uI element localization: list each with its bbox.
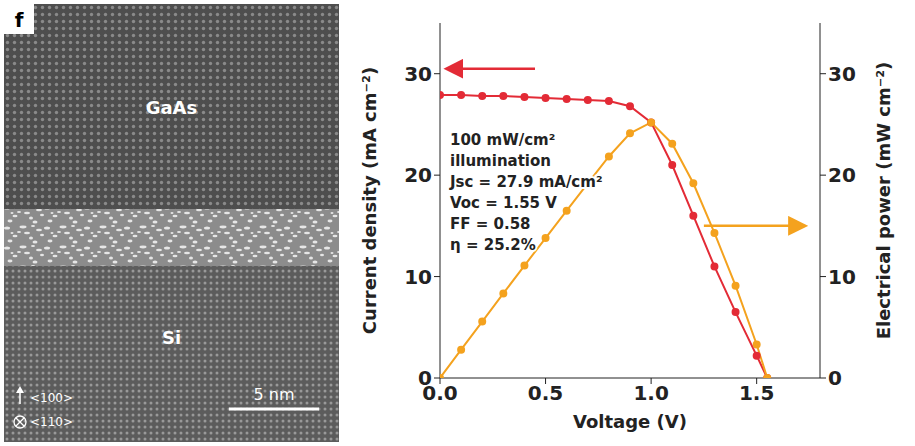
svg-text:100 mW/cm²: 100 mW/cm² xyxy=(450,131,555,149)
svg-text:Si: Si xyxy=(162,327,181,348)
svg-text:Current density (mA cm⁻²): Current density (mA cm⁻²) xyxy=(359,67,380,334)
svg-text:0.5: 0.5 xyxy=(528,381,563,405)
svg-text:10: 10 xyxy=(404,265,432,289)
svg-text:1.0: 1.0 xyxy=(633,381,668,405)
svg-text:10: 10 xyxy=(828,265,856,289)
svg-text:Voc = 1.55 V: Voc = 1.55 V xyxy=(450,194,557,212)
svg-text:FF = 0.58: FF = 0.58 xyxy=(450,215,531,233)
svg-text:Electrical power (mW cm⁻²): Electrical power (mW cm⁻²) xyxy=(873,62,894,340)
svg-text:30: 30 xyxy=(404,62,432,86)
svg-text:0.0: 0.0 xyxy=(422,381,458,406)
svg-text:illumination: illumination xyxy=(450,152,551,170)
svg-text:5 nm: 5 nm xyxy=(254,385,295,404)
svg-text:<110>: <110> xyxy=(30,415,73,429)
svg-text:0: 0 xyxy=(828,366,842,390)
svg-text:30: 30 xyxy=(828,62,856,86)
svg-text:f: f xyxy=(15,8,24,32)
svg-text:GaAs: GaAs xyxy=(146,97,198,118)
svg-text:0: 0 xyxy=(418,366,432,390)
svg-text:20: 20 xyxy=(404,163,432,187)
svg-text:Jsc = 27.9 mA/cm²: Jsc = 27.9 mA/cm² xyxy=(449,173,602,191)
svg-text:1.5: 1.5 xyxy=(739,381,774,405)
svg-text:η = 25.2%: η = 25.2% xyxy=(450,236,536,254)
svg-text:Voltage (V): Voltage (V) xyxy=(573,411,687,432)
svg-text:<100>: <100> xyxy=(30,391,73,405)
svg-text:20: 20 xyxy=(828,163,856,187)
